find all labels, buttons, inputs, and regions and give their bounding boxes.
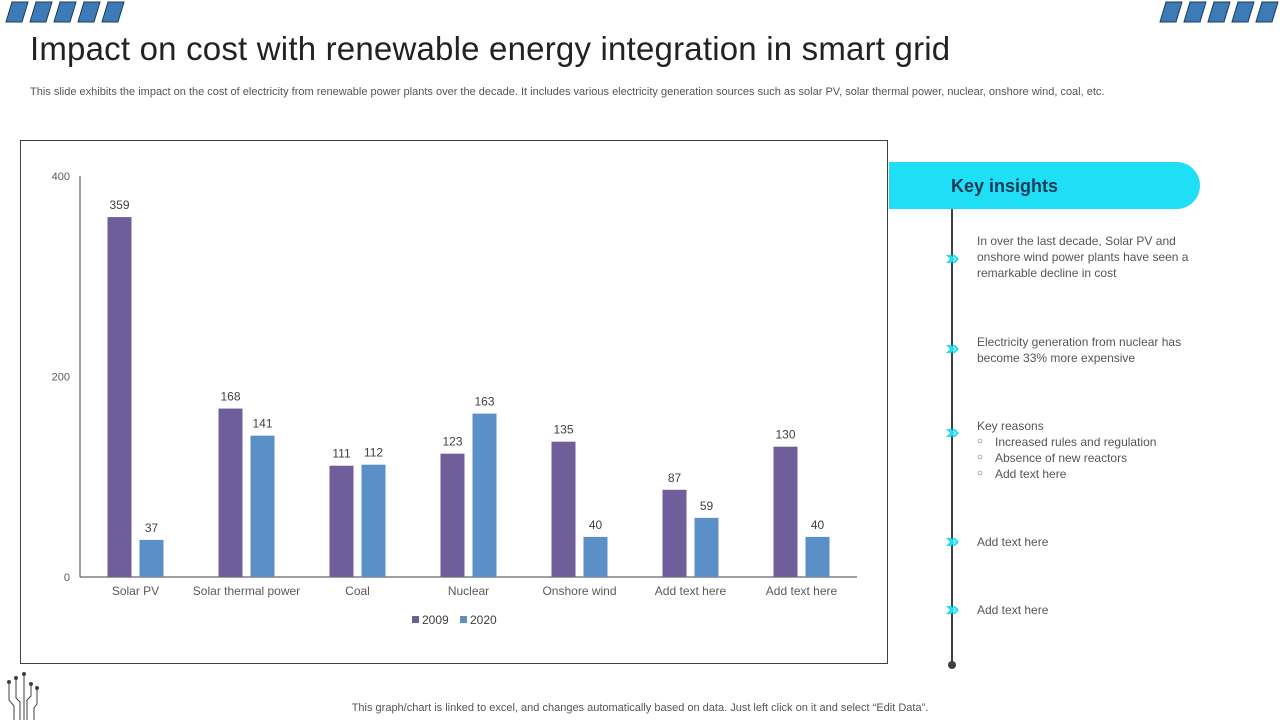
x-tick-label: Add text here — [655, 584, 727, 598]
y-tick-label: 400 — [52, 171, 70, 183]
data-label: 141 — [252, 417, 272, 431]
bar-2009 — [107, 217, 132, 577]
key-reason-item: Increased rules and regulation — [977, 434, 1222, 450]
data-label: 40 — [589, 518, 603, 532]
decorative-stripes-left — [5, 1, 125, 23]
data-label: 112 — [364, 446, 383, 460]
legend-label: 2020 — [470, 613, 497, 627]
bar-2009 — [440, 453, 465, 577]
x-tick-label: Solar thermal power — [193, 584, 300, 598]
x-tick-label: Add text here — [766, 584, 838, 598]
legend-swatch-2009 — [412, 616, 419, 623]
data-label: 135 — [553, 423, 573, 437]
key-reasons-list: Increased rules and regulation Absence o… — [977, 434, 1222, 482]
chevron-marker-icon — [946, 538, 959, 546]
bar-2009 — [773, 446, 798, 577]
data-label: 87 — [668, 471, 682, 485]
bar-2020 — [361, 464, 386, 577]
bar-2020 — [805, 536, 830, 577]
data-label: 130 — [775, 428, 795, 442]
x-tick-label: Nuclear — [448, 584, 489, 598]
data-label: 111 — [332, 447, 351, 461]
insight-item-1: In over the last decade, Solar PV and on… — [977, 234, 1189, 280]
bar-2009 — [329, 465, 354, 577]
bar-2020 — [250, 435, 275, 577]
decorative-stripes-right — [1159, 1, 1279, 23]
bar-2020 — [694, 517, 719, 577]
insight-item-2: Electricity generation from nuclear has … — [977, 335, 1182, 365]
data-label: 163 — [474, 395, 494, 409]
chevron-marker-icon — [946, 606, 959, 614]
key-reason-item: Absence of new reactors — [977, 450, 1222, 466]
chevron-marker-icon — [946, 429, 959, 437]
x-tick-label: Solar PV — [112, 584, 159, 598]
bar-2009 — [662, 489, 687, 577]
page-title: Impact on cost with renewable energy int… — [30, 30, 951, 67]
x-tick-label: Coal — [345, 584, 370, 598]
footer-note: This graph/chart is linked to excel, and… — [351, 702, 929, 714]
chart-frame — [20, 140, 888, 664]
bar-chart[interactable]: 0 200 400 Solar PV 359 37 Solar thermal power 1… — [20, 140, 888, 664]
legend-swatch-2020 — [460, 616, 467, 623]
data-label: 359 — [109, 198, 129, 212]
data-label: 59 — [700, 499, 714, 513]
insight-item-3-heading: Key reasons — [977, 419, 1044, 433]
y-tick-label: 0 — [64, 572, 70, 584]
insight-item-3: Key reasons Increased rules and regulati… — [977, 418, 1222, 482]
key-insights-title: Key insights — [951, 176, 1059, 196]
bar-2020 — [583, 536, 608, 577]
y-tick-label: 200 — [52, 372, 70, 384]
circuit-decoration-icon — [7, 672, 39, 720]
chevron-marker-icon — [946, 345, 959, 353]
data-label: 123 — [442, 435, 462, 449]
data-label: 168 — [220, 390, 240, 404]
insight-item-4: Add text here — [977, 535, 1049, 549]
data-label: 40 — [811, 518, 825, 532]
x-tick-label: Onshore wind — [542, 584, 616, 598]
key-insights-header — [889, 162, 1200, 209]
page-subtitle: This slide exhibits the impact on the co… — [30, 86, 1105, 98]
data-label: 37 — [145, 521, 159, 535]
chevron-marker-icon — [946, 255, 959, 263]
bar-2009 — [551, 441, 576, 577]
key-reason-item: Add text here — [977, 466, 1222, 482]
bar-2020 — [139, 539, 164, 577]
bar-2009 — [218, 408, 243, 577]
timeline-line — [951, 209, 953, 665]
bar-2020 — [472, 413, 497, 577]
insight-item-5: Add text here — [977, 603, 1049, 617]
timeline-end-dot — [948, 661, 956, 669]
legend-label: 2009 — [422, 613, 449, 627]
